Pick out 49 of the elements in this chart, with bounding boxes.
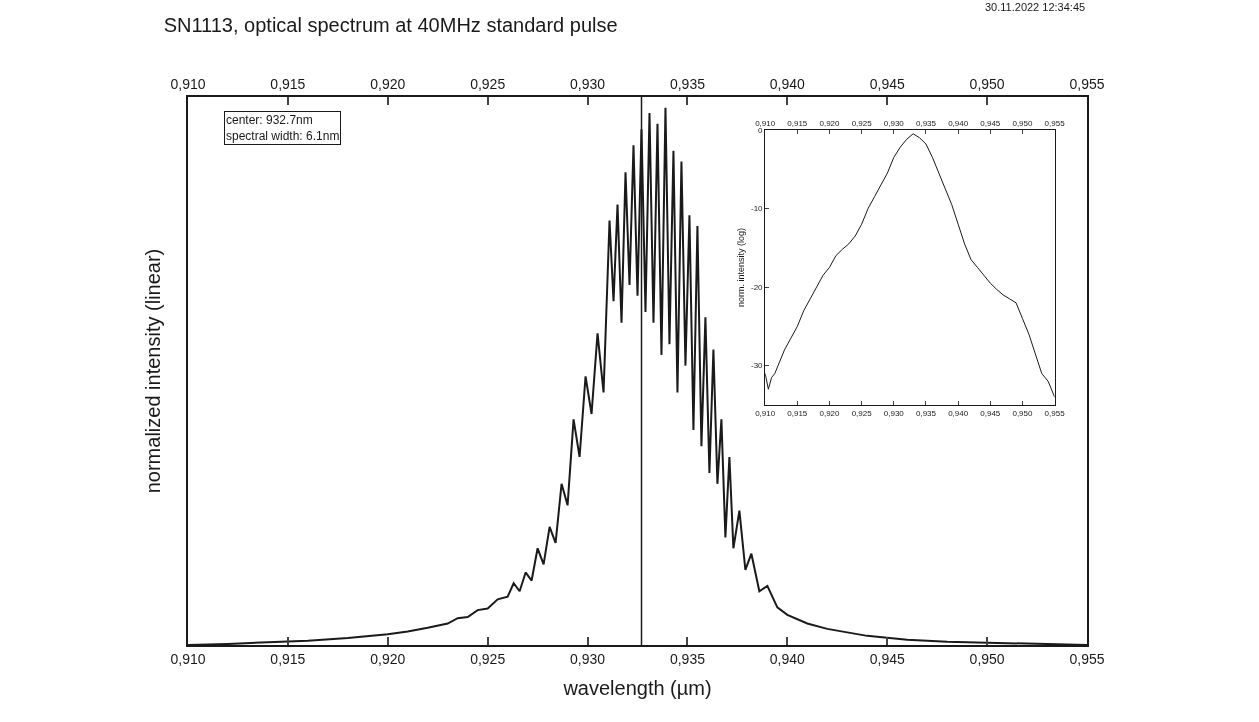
x2-tick-label: 0,955 xyxy=(1044,408,1066,418)
text: 30.11.2022 12:34:45 xyxy=(985,1,1086,13)
x2-tick-label: 0,935 xyxy=(669,76,706,93)
x-tick-label: 0,935 xyxy=(915,118,937,128)
x2-tick-label: 0,925 xyxy=(851,408,873,418)
x2-tick-label: 0,915 xyxy=(270,76,306,93)
x-tick-label: 0,910 xyxy=(170,650,206,667)
x-tick-label: 0,915 xyxy=(270,650,306,667)
x2-tick-label: 0,930 xyxy=(883,408,905,418)
x2-tick-label: 0,935 xyxy=(915,408,937,418)
x2-tick-label: 0,925 xyxy=(470,76,506,93)
annotation: center: 932.7nm spectral width: 6.1nm xyxy=(226,113,340,143)
chart-title: SN1113, optical spectrum at 40MHz standard pulse xyxy=(163,14,618,37)
x-axis-title: wavelength (µm) xyxy=(562,676,712,699)
x2-tick-label: 0,915 xyxy=(787,408,808,418)
x-tick-label: 0,950 xyxy=(1012,118,1034,128)
x2-tick-label: 0,920 xyxy=(370,76,406,93)
x-tick-label: 0,945 xyxy=(869,650,905,667)
y-tick-label: -30 xyxy=(751,361,764,371)
y-tick-label: -10 xyxy=(751,204,764,214)
x2-tick-label: 0,920 xyxy=(819,408,841,418)
x2-tick-label: 0,945 xyxy=(869,76,905,93)
x-tick-label: 0,940 xyxy=(948,118,969,128)
y-axis-title: norm. intensity (log) xyxy=(736,227,747,307)
x-tick-label: 0,950 xyxy=(969,650,1005,667)
x-tick-label: 0,930 xyxy=(883,118,905,128)
y-axis-title: normalized intensity (linear) xyxy=(142,248,164,494)
x2-tick-label: 0,950 xyxy=(1012,408,1034,418)
x-tick-label: 0,940 xyxy=(769,650,806,667)
x-tick-label: 0,915 xyxy=(787,118,808,128)
x-tick-label: 0,920 xyxy=(819,118,841,128)
x2-tick-label: 0,955 xyxy=(1069,76,1105,93)
x-tick-label: 0,945 xyxy=(980,118,1001,128)
x2-tick-label: 0,940 xyxy=(948,408,969,418)
x2-tick-label: 0,945 xyxy=(980,408,1001,418)
x-tick-label: 0,930 xyxy=(570,650,606,667)
x-tick-label: 0,935 xyxy=(669,650,706,667)
x-tick-label: 0,920 xyxy=(370,650,406,667)
x2-tick-label: 0,930 xyxy=(570,76,606,93)
x-tick-label: 0,955 xyxy=(1069,650,1105,667)
x2-tick-label: 0,910 xyxy=(755,408,776,418)
x2-tick-label: 0,950 xyxy=(969,76,1005,93)
x2-tick-label: 0,910 xyxy=(170,76,206,93)
x-tick-label: 0,925 xyxy=(851,118,873,128)
x-tick-label: 0,910 xyxy=(755,118,776,128)
x2-tick-label: 0,940 xyxy=(769,76,806,93)
x-tick-label: 0,925 xyxy=(470,650,506,667)
x-tick-label: 0,955 xyxy=(1044,118,1066,128)
y-tick-label: -20 xyxy=(751,282,764,292)
